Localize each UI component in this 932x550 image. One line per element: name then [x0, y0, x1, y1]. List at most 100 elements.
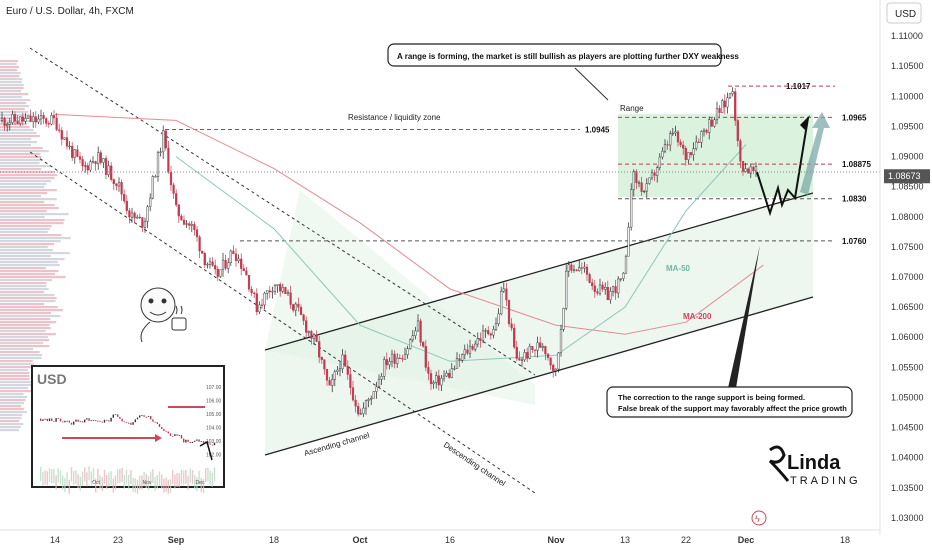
- event-marker-icon[interactable]: [751, 510, 767, 526]
- bottom-note-line1: The correction to the range support is b…: [618, 393, 805, 402]
- candle: [289, 285, 292, 309]
- candle: [622, 272, 625, 282]
- candle: [416, 314, 420, 332]
- inset-volume-bar: [147, 475, 150, 490]
- volume-profile-bar: [0, 72, 21, 75]
- candle: [702, 128, 706, 137]
- candle: [448, 369, 451, 379]
- volume-profile-bar: [0, 231, 48, 234]
- volume-profile-bar: [0, 303, 45, 306]
- price-tick-label: 1.09500: [891, 121, 924, 131]
- volume-profile-bar: [0, 108, 25, 111]
- volume-profile-bar: [0, 291, 44, 294]
- inset-candle: [97, 420, 99, 422]
- currency-button[interactable]: [886, 2, 922, 24]
- volume-profile-bar: [0, 330, 46, 333]
- inset-volume-bar: [165, 477, 167, 492]
- candle: [50, 112, 53, 126]
- candle: [515, 340, 518, 362]
- candle: [315, 330, 318, 342]
- candle: [29, 109, 32, 123]
- inset-volume-bar: [53, 468, 55, 483]
- candle: [669, 130, 672, 152]
- candle: [305, 316, 308, 337]
- candle: [224, 254, 227, 271]
- candle: [723, 94, 726, 115]
- candle: [645, 178, 648, 198]
- inset-volume-bar: [198, 470, 200, 485]
- candle: [429, 369, 433, 391]
- price-tick-label: 1.03000: [891, 513, 924, 523]
- candle: [570, 262, 573, 274]
- candle: [242, 264, 245, 272]
- candle: [112, 178, 115, 191]
- volume-profile-bar: [0, 264, 60, 267]
- candle: [245, 266, 248, 276]
- candle: [255, 288, 258, 316]
- inset-candle: [79, 421, 81, 423]
- candle: [471, 343, 474, 351]
- time-axis[interactable]: 14 23 Sep 18 Oct 16 Nov 13 22 Dec 18: [0, 529, 880, 545]
- candle: [128, 207, 131, 224]
- candle: [24, 113, 27, 124]
- inset-candle: [163, 428, 165, 431]
- candle: [484, 328, 487, 338]
- volume-profile-bar: [0, 411, 27, 414]
- time-tick-label: Oct: [352, 535, 367, 545]
- inset-candle: [147, 416, 150, 417]
- volume-profile-bar: [0, 66, 19, 69]
- inset-candle: [86, 418, 88, 420]
- candle: [120, 179, 123, 201]
- volume-profile-bar: [0, 387, 28, 390]
- candle: [432, 380, 435, 389]
- inset-volume-bar: [112, 478, 114, 493]
- candle: [640, 176, 643, 196]
- inset-volume-bar: [95, 478, 97, 493]
- price-tick-label: 1.10000: [891, 91, 924, 101]
- inset-candle: [108, 420, 110, 422]
- candle: [713, 117, 716, 128]
- candle: [409, 338, 412, 350]
- inset-volume-bar: [128, 474, 130, 489]
- inset-x-tick: Dec: [196, 480, 205, 486]
- candle: [11, 110, 14, 125]
- inset-candle: [70, 422, 73, 425]
- volume-profile-bar: [0, 81, 22, 84]
- candle: [154, 174, 157, 178]
- candle: [55, 112, 58, 131]
- candle: [169, 165, 173, 191]
- candle: [396, 353, 399, 368]
- ascending-channel-fill: [265, 193, 813, 455]
- candle: [8, 118, 11, 131]
- volume-profile-bar: [0, 177, 55, 180]
- volume-profile-bar: [0, 102, 26, 105]
- volume-profile-bar: [0, 282, 47, 285]
- inset-candle: [75, 419, 77, 422]
- candle: [372, 391, 375, 399]
- inset-volume-bar: [213, 467, 216, 482]
- inset-volume-bar: [62, 475, 64, 490]
- candle: [697, 138, 700, 144]
- face-doodle-illustration: [140, 287, 187, 343]
- candle: [94, 160, 97, 171]
- inset-volume-bar: [200, 477, 202, 492]
- candle: [617, 276, 620, 299]
- volume-profile-bar: [0, 399, 26, 402]
- candle: [320, 356, 323, 364]
- candle: [614, 279, 617, 300]
- volume-profile-bar: [0, 372, 30, 375]
- candle: [726, 92, 729, 114]
- time-tick-label: Dec: [738, 535, 755, 545]
- inset-candle: [141, 415, 143, 417]
- volume-profile-bar: [0, 186, 45, 189]
- candle: [692, 142, 695, 161]
- candle: [479, 332, 482, 348]
- inset-volume-bar: [55, 475, 57, 490]
- time-tick-label: 22: [681, 535, 691, 545]
- volume-profile-bar: [0, 375, 30, 378]
- price-axis[interactable]: 1.11000 1.10500 1.10000 1.09500 1.09000 1.085…: [879, 0, 930, 535]
- volume-profile-bar: [0, 315, 61, 318]
- inset-candle: [117, 414, 119, 417]
- inset-volume-bar: [183, 470, 185, 485]
